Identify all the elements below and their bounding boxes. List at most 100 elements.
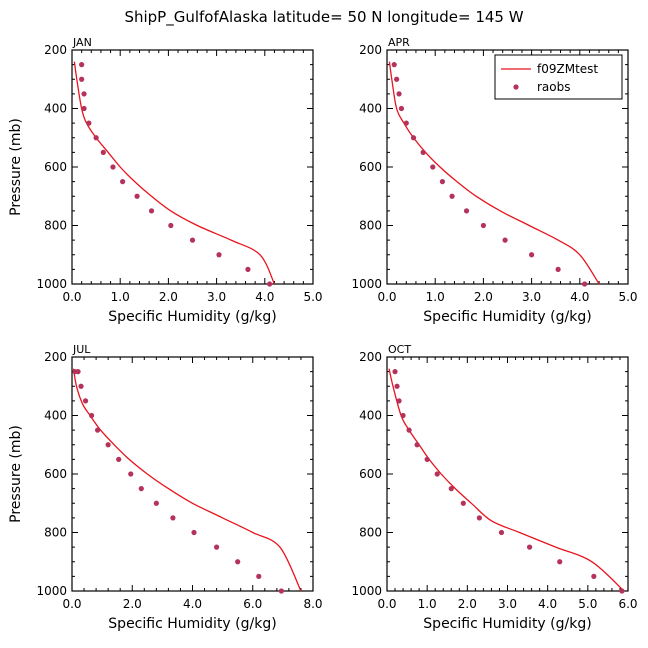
panel-apr: APR 0.0 1.0 2.0 3.0 4.0 5.0 200 400 600 800 1000 Spe… [351, 36, 637, 325]
y-tick-label-jul: 200 [44, 350, 67, 364]
panel-oct: OCT 0.0 1.0 2.0 3.0 4.0 5.0 6.0 200 400 600 800 1000… [351, 343, 637, 632]
obs-point-apr [502, 237, 508, 243]
y-tick-label-oct: 400 [359, 409, 382, 423]
y-tick-label-apr: 200 [359, 43, 382, 57]
obs-point-jul [153, 500, 159, 506]
x-tick-label-oct: 2.0 [458, 597, 477, 611]
obs-point-oct [414, 442, 420, 448]
x-tick-label-oct: 0.0 [377, 597, 396, 611]
obs-point-apr [394, 76, 400, 82]
x-tick-label-apr: 2.0 [474, 290, 493, 304]
model-line-jul [72, 368, 302, 592]
plot-frame-jul [71, 356, 314, 592]
obs-point-jan [100, 149, 106, 155]
panel-label-jan: JAN [72, 36, 92, 49]
obs-point-oct [476, 515, 482, 521]
obs-point-oct [619, 588, 625, 594]
legend-label-model: f09ZMtest [537, 62, 598, 76]
obs-point-jan [148, 208, 155, 214]
obs-point-jul [256, 573, 262, 579]
x-tick-label-oct: 1.0 [418, 597, 437, 611]
x-tick-label-oct: 6.0 [618, 597, 637, 611]
x-tick-label-jan: 5.0 [303, 290, 322, 304]
obs-point-jan [93, 135, 99, 141]
obs-point-apr [391, 62, 397, 68]
panel-label-oct: OCT [388, 343, 411, 356]
x-tick-label-apr: 3.0 [522, 290, 541, 304]
obs-point-apr [396, 91, 402, 97]
obs-point-apr [529, 252, 535, 258]
y-tick-label-oct: 600 [359, 467, 382, 481]
y-tick-label-jul: 600 [44, 467, 67, 481]
obs-point-oct [526, 544, 533, 550]
obs-point-jan [79, 76, 85, 82]
obs-point-apr [555, 266, 561, 272]
obs-point-jul [105, 442, 111, 448]
obs-point-jan [216, 252, 222, 258]
obs-point-jul [82, 398, 89, 404]
x-axis-label-jan: Specific Humidity (g/kg) [108, 309, 276, 325]
y-tick-label-jul: 1000 [36, 584, 67, 598]
y-tick-label-apr: 1000 [351, 277, 382, 291]
obs-point-jan [81, 91, 87, 97]
y-axis-label-jan: Pressure (mb) [8, 118, 24, 216]
model-line-apr [388, 61, 600, 285]
y-tick-label-jan: 200 [44, 43, 67, 57]
x-tick-label-jul: 2.0 [123, 597, 142, 611]
x-tick-label-jan: 2.0 [159, 290, 178, 304]
y-tick-label-oct: 1000 [351, 584, 382, 598]
x-tick-label-jul: 6.0 [243, 597, 262, 611]
obs-point-jul [235, 559, 241, 565]
obs-point-oct [448, 486, 454, 492]
legend-marker-swatch [513, 84, 519, 90]
panel-label-apr: APR [388, 36, 410, 49]
obs-point-oct [460, 500, 466, 506]
panel-jul: JUL 0.0 2.0 4.0 6.0 8.0 200 400 600 800 1000 Specif… [8, 343, 323, 632]
obs-point-apr [420, 149, 426, 155]
model-line-oct [388, 368, 625, 592]
obs-point-jul [191, 529, 197, 536]
y-tick-label-oct: 800 [359, 526, 382, 540]
obs-point-apr [430, 164, 436, 170]
obs-point-jul [170, 515, 176, 521]
panel-label-jul: JUL [72, 343, 91, 356]
x-tick-label-jul: 0.0 [62, 597, 81, 611]
legend-box [494, 54, 623, 100]
obs-point-oct [498, 529, 505, 536]
obs-point-jan [134, 193, 140, 199]
obs-point-oct [394, 383, 400, 389]
obs-point-apr [449, 193, 455, 199]
y-tick-label-apr: 800 [359, 219, 382, 233]
obs-point-jul [95, 427, 101, 433]
x-tick-label-oct: 5.0 [578, 597, 597, 611]
obs-point-jul [214, 544, 220, 550]
obs-point-oct [406, 427, 412, 433]
obs-point-jan [267, 281, 273, 287]
x-axis-label-jul: Specific Humidity (g/kg) [108, 616, 276, 632]
x-tick-label-apr: 4.0 [570, 290, 589, 304]
x-tick-label-oct: 3.0 [498, 597, 517, 611]
obs-point-apr [398, 105, 405, 112]
obs-point-jul [116, 456, 122, 462]
y-tick-label-jan: 600 [44, 160, 67, 174]
legend-label-obs: raobs [537, 80, 571, 94]
model-line-jan [73, 61, 275, 285]
obs-point-jan [86, 120, 92, 126]
obs-point-apr [403, 120, 409, 126]
obs-point-jan [168, 222, 174, 229]
obs-point-oct [424, 456, 430, 462]
obs-point-jul [278, 588, 284, 594]
x-tick-label-jul: 4.0 [183, 597, 202, 611]
x-tick-label-jan: 3.0 [207, 290, 226, 304]
obs-point-jan [79, 62, 85, 68]
x-tick-label-apr: 5.0 [618, 290, 637, 304]
obs-point-oct [591, 573, 597, 579]
obs-point-jan [245, 266, 251, 272]
x-tick-label-jan: 4.0 [255, 290, 274, 304]
x-axis-label-apr: Specific Humidity (g/kg) [423, 309, 591, 325]
obs-point-jul [78, 383, 84, 389]
obs-point-jul [88, 412, 95, 419]
y-tick-label-oct: 200 [359, 350, 382, 364]
y-tick-label-jan: 800 [44, 219, 67, 233]
obs-point-jan [81, 105, 87, 112]
